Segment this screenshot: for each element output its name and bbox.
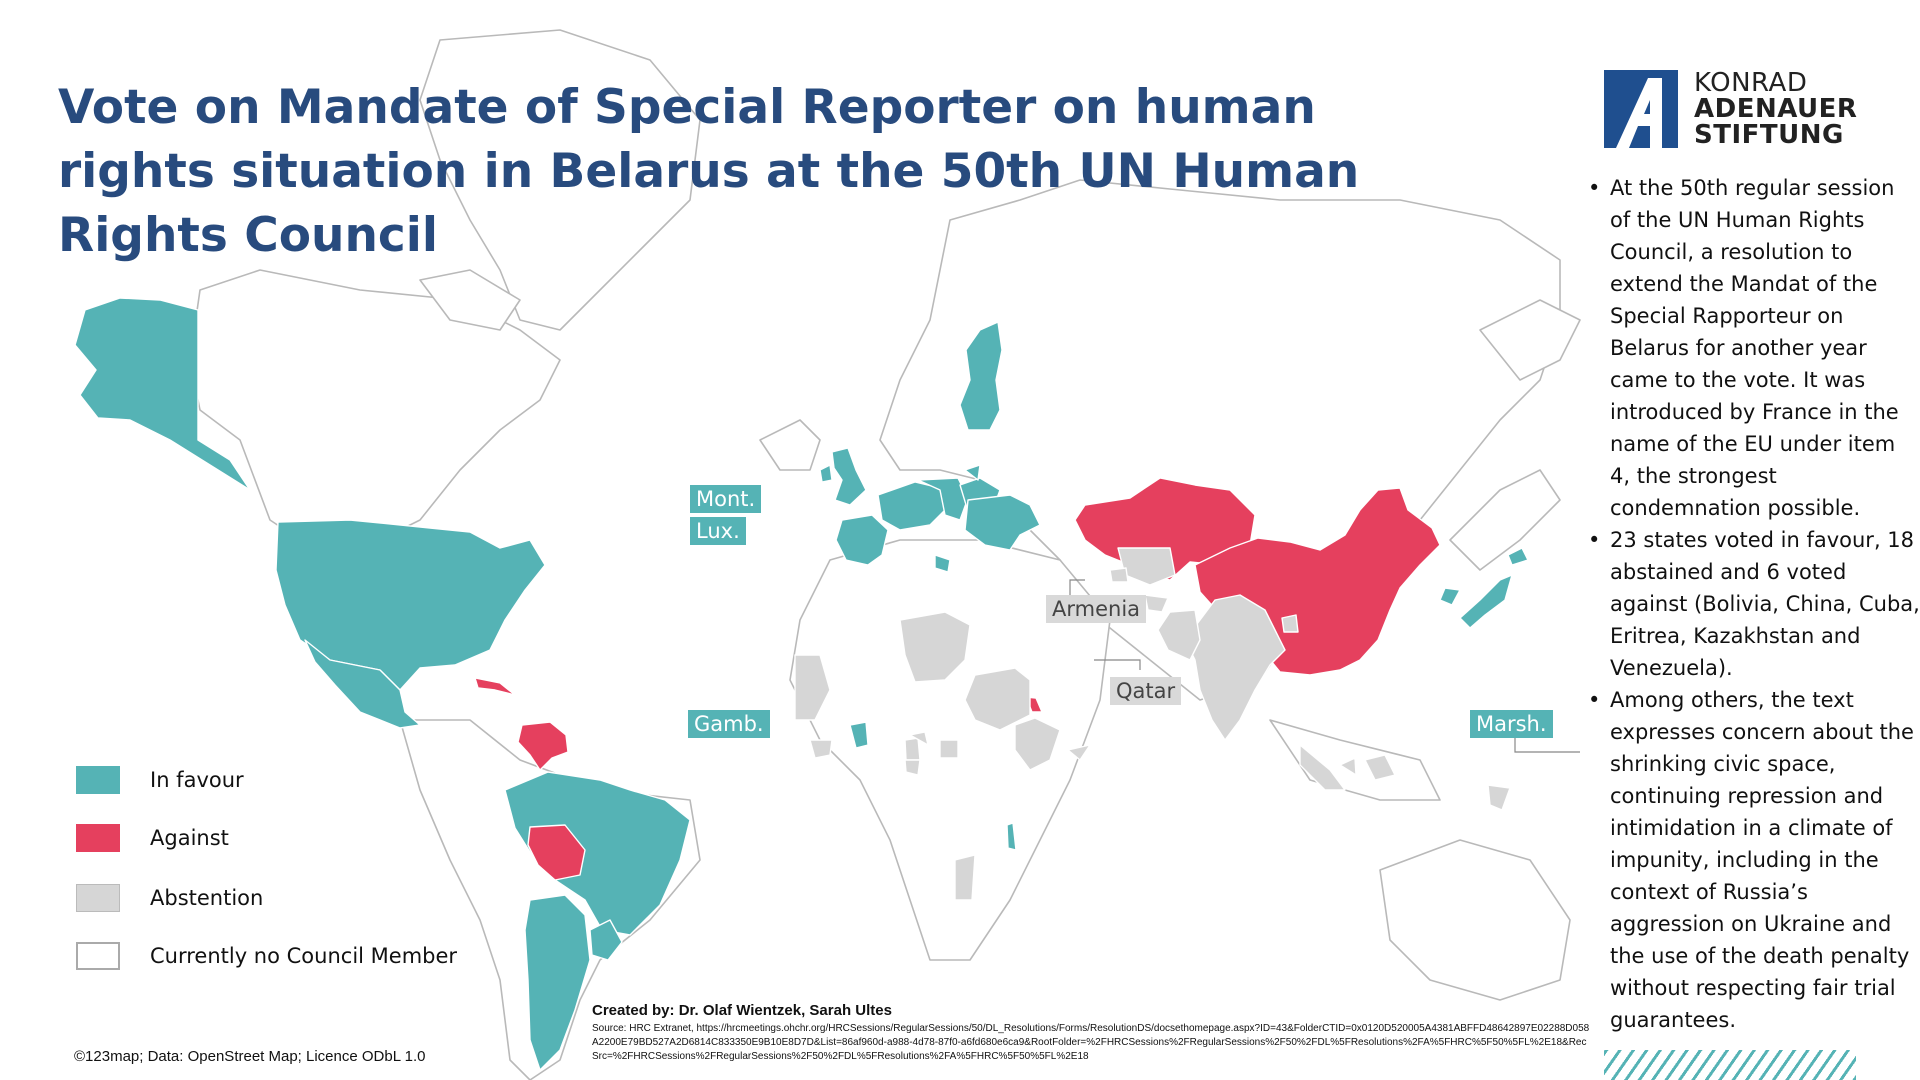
logo-line-1: KONRAD	[1694, 68, 1808, 98]
swatch-no-member	[76, 942, 120, 970]
swatch-abstention	[76, 884, 120, 912]
bullet-item: At the 50th regular session of the UN Hu…	[1586, 172, 1920, 524]
legend-item-against: Against	[76, 824, 457, 852]
label-montenegro: Mont.	[690, 485, 762, 513]
created-by: Created by: Dr. Olaf Wientzek, Sarah Ult…	[592, 1002, 892, 1019]
label-qatar: Qatar	[1110, 677, 1182, 705]
page-title: Vote on Mandate of Special Reporter on h…	[58, 80, 1360, 263]
swatch-in-favour	[76, 766, 120, 794]
bullet-item: Among others, the text expresses concern…	[1586, 684, 1920, 1036]
countries-abstention	[794, 547, 1511, 901]
label-armenia: Armenia	[1046, 595, 1147, 623]
countries-in-favour	[74, 297, 1529, 1071]
legend-label: Abstention	[150, 886, 264, 910]
legend-label: Against	[150, 826, 229, 850]
legend-label: In favour	[150, 768, 244, 792]
label-marshall-islands: Marsh.	[1470, 710, 1553, 738]
logo-line-3: STIFTUNG	[1694, 120, 1844, 150]
logo-wordmark: KONRAD ADENAUER STIFTUNG	[1694, 70, 1857, 148]
kas-logo-icon	[1604, 70, 1678, 148]
legend-item-in-favour: In favour	[76, 766, 457, 794]
map-copyright: ©123map; Data: OpenStreet Map; Licence O…	[74, 1048, 426, 1065]
bullet-item: 23 states voted in favour, 18 abstained …	[1586, 524, 1920, 684]
logo-line-2: ADENAUER	[1694, 94, 1858, 124]
legend-item-abstention: Abstention	[76, 884, 457, 912]
kas-logo: KONRAD ADENAUER STIFTUNG	[1604, 70, 1857, 148]
summary-bullets: At the 50th regular session of the UN Hu…	[1586, 172, 1920, 1036]
source-link[interactable]: Source: HRC Extranet, https://hrcmeeting…	[592, 1023, 1590, 1062]
swatch-against	[76, 824, 120, 852]
credits-block: Created by: Dr. Olaf Wientzek, Sarah Ult…	[592, 1002, 1592, 1064]
legend-label: Currently no Council Member	[150, 944, 458, 968]
legend-item-no-member: Currently no Council Member	[76, 942, 457, 970]
map-legend: In favour Against Abstention Currently n…	[76, 766, 457, 1000]
label-luxembourg: Lux.	[690, 517, 746, 545]
decorative-hatch	[1604, 1050, 1856, 1080]
label-gambia: Gamb.	[688, 710, 770, 738]
